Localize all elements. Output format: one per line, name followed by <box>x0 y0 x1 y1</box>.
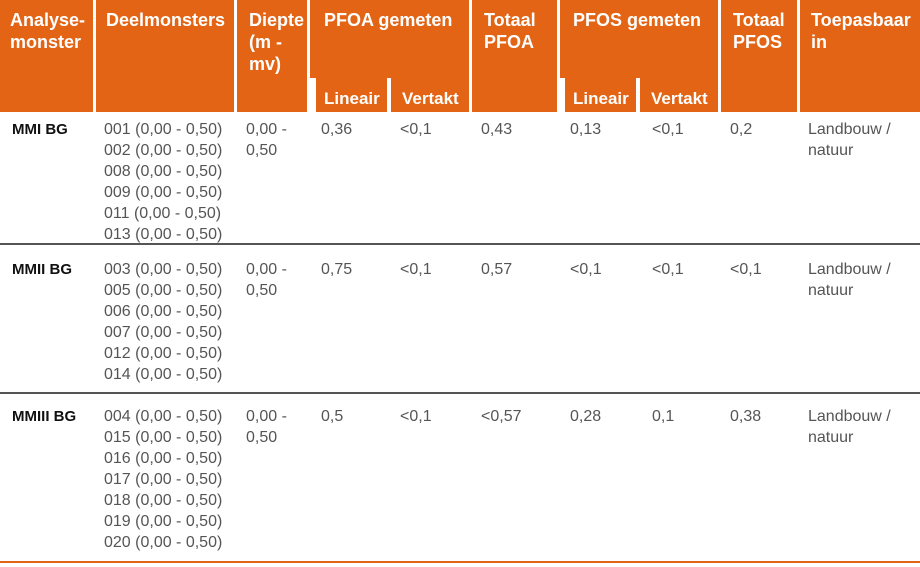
depth-cell: 0,00 - 0,50 <box>246 119 287 161</box>
pfos-lineair-value: 0,28 <box>570 408 602 425</box>
header-analysemonster: Analyse- monster <box>0 0 93 112</box>
header-label: Deelmonsters <box>106 10 226 30</box>
subsample-item: 008 (0,00 - 0,50) <box>104 163 223 180</box>
row-name: MMIII BG <box>12 408 77 425</box>
header-toepasbaar: Toepasbaar in <box>800 0 920 112</box>
table-row: MMI BG 001 (0,00 - 0,50) 002 (0,00 - 0,5… <box>0 119 920 243</box>
depth-cell: 0,00 - 0,50 <box>246 259 287 301</box>
header-pfos-lineair: Lineair <box>565 78 636 112</box>
table-row: MMIII BG 004 (0,00 - 0,50) 015 (0,00 - 0… <box>0 406 920 556</box>
header-label: Lineair <box>573 89 629 108</box>
pfoa-lineair-value: 0,75 <box>321 261 353 278</box>
row-name: MMII BG <box>12 261 72 278</box>
subsample-item: 007 (0,00 - 0,50) <box>104 324 223 341</box>
depth-line: 0,50 <box>246 282 278 299</box>
header-pfoa-gemeten: PFOA gemeten <box>310 0 469 78</box>
subsample-item: 009 (0,00 - 0,50) <box>104 184 223 201</box>
header-label: Analyse- monster <box>10 10 86 52</box>
table-bottom-border <box>0 561 920 563</box>
use-cell: Landbouw / natuur <box>808 119 891 161</box>
row-divider <box>0 392 920 394</box>
header-pfoa-lineair: Lineair <box>316 78 387 112</box>
subsample-item: 001 (0,00 - 0,50) <box>104 121 223 138</box>
pfoa-lineair-value: 0,36 <box>321 121 353 138</box>
subsamples-cell: 001 (0,00 - 0,50) 002 (0,00 - 0,50) 008 … <box>104 119 222 245</box>
row-name: MMI BG <box>12 121 68 138</box>
use-cell: Landbouw / natuur <box>808 259 891 301</box>
header-label: Diepte (m - mv) <box>249 10 305 74</box>
totaal-pfoa-value: <0,57 <box>481 408 522 425</box>
subsample-item: 005 (0,00 - 0,50) <box>104 282 223 299</box>
header-totaal-pfos: Totaal PFOS <box>721 0 797 112</box>
subsample-item: 004 (0,00 - 0,50) <box>104 408 223 425</box>
header-pfos-gemeten: PFOS gemeten <box>560 0 718 78</box>
header-totaal-pfoa: Totaal PFOA <box>472 0 557 112</box>
pfoa-vertakt-value: <0,1 <box>400 121 432 138</box>
totaal-pfoa-value: 0,43 <box>481 121 513 138</box>
row-divider <box>0 243 920 245</box>
header-label: Totaal PFOS <box>733 10 785 52</box>
subsample-item: 016 (0,00 - 0,50) <box>104 450 223 467</box>
header-pfos-vertakt: Vertakt <box>640 78 718 112</box>
header-label: PFOA gemeten <box>324 10 453 30</box>
subsample-item: 011 (0,00 - 0,50) <box>104 205 222 222</box>
header-label: Toepasbaar in <box>811 10 911 52</box>
subsample-item: 020 (0,00 - 0,50) <box>104 534 223 551</box>
pfos-lineair-value: 0,13 <box>570 121 602 138</box>
subsample-item: 003 (0,00 - 0,50) <box>104 261 223 278</box>
totaal-pfoa-value: 0,57 <box>481 261 513 278</box>
depth-cell: 0,00 - 0,50 <box>246 406 287 448</box>
subsamples-cell: 004 (0,00 - 0,50) 015 (0,00 - 0,50) 016 … <box>104 406 222 553</box>
use-line: Landbouw / <box>808 408 891 425</box>
table-row: MMII BG 003 (0,00 - 0,50) 005 (0,00 - 0,… <box>0 259 920 383</box>
header-deelmonsters: Deelmonsters <box>96 0 234 112</box>
header-label: Vertakt <box>402 89 459 108</box>
depth-line: 0,00 - <box>246 121 287 138</box>
depth-line: 0,50 <box>246 142 278 159</box>
header-label: PFOS gemeten <box>573 10 702 30</box>
use-line: Landbouw / <box>808 121 891 138</box>
use-line: natuur <box>808 282 854 299</box>
subsample-item: 013 (0,00 - 0,50) <box>104 226 223 243</box>
subsample-item: 019 (0,00 - 0,50) <box>104 513 223 530</box>
subsample-item: 014 (0,00 - 0,50) <box>104 366 223 383</box>
subsamples-cell: 003 (0,00 - 0,50) 005 (0,00 - 0,50) 006 … <box>104 259 222 385</box>
pfoa-vertakt-value: <0,1 <box>400 408 432 425</box>
depth-line: 0,00 - <box>246 261 287 278</box>
subsample-item: 002 (0,00 - 0,50) <box>104 142 223 159</box>
use-cell: Landbouw / natuur <box>808 406 891 448</box>
totaal-pfos-value: <0,1 <box>730 261 762 278</box>
use-line: Landbouw / <box>808 261 891 278</box>
pfoa-lineair-value: 0,5 <box>321 408 344 425</box>
header-label: Totaal PFOA <box>484 10 536 52</box>
depth-line: 0,50 <box>246 429 278 446</box>
subsample-item: 012 (0,00 - 0,50) <box>104 345 223 362</box>
pfos-vertakt-value: <0,1 <box>652 261 684 278</box>
subsample-item: 018 (0,00 - 0,50) <box>104 492 223 509</box>
pfoa-vertakt-value: <0,1 <box>400 261 432 278</box>
subsample-item: 015 (0,00 - 0,50) <box>104 429 223 446</box>
pfos-vertakt-value: 0,1 <box>652 408 675 425</box>
totaal-pfos-value: 0,2 <box>730 121 753 138</box>
subsample-item: 017 (0,00 - 0,50) <box>104 471 223 488</box>
pfos-vertakt-value: <0,1 <box>652 121 684 138</box>
subsample-item: 006 (0,00 - 0,50) <box>104 303 223 320</box>
totaal-pfos-value: 0,38 <box>730 408 762 425</box>
header-label: Vertakt <box>651 89 708 108</box>
header-pfoa-vertakt: Vertakt <box>391 78 469 112</box>
pfos-lineair-value: <0,1 <box>570 261 602 278</box>
depth-line: 0,00 - <box>246 408 287 425</box>
use-line: natuur <box>808 142 854 159</box>
header-label: Lineair <box>324 89 380 108</box>
header-diepte: Diepte (m - mv) <box>237 0 307 112</box>
use-line: natuur <box>808 429 854 446</box>
